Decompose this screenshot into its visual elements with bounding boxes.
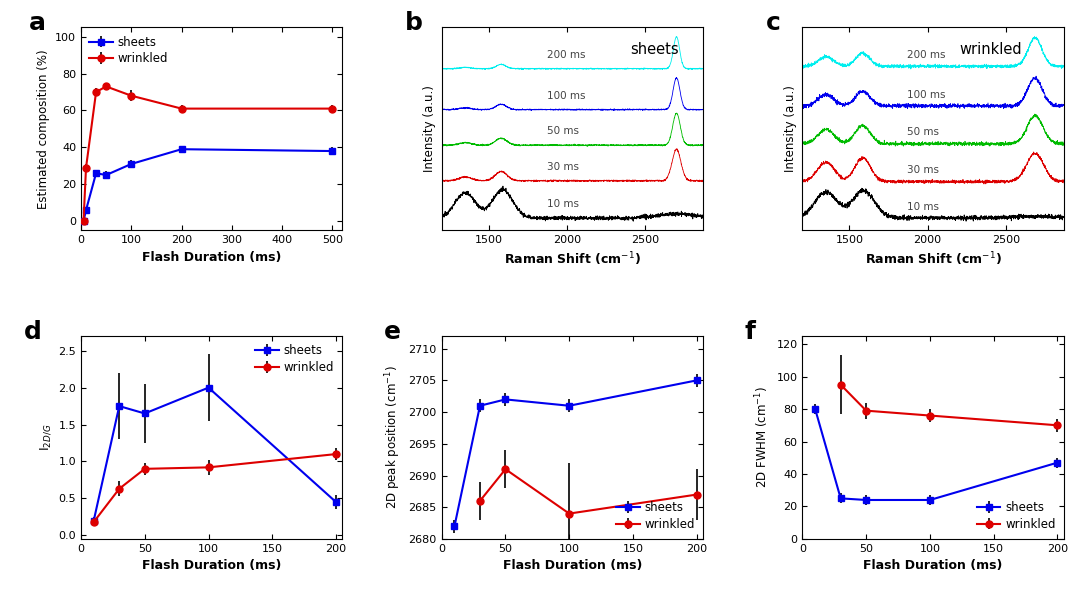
Legend: sheets, wrinkled: sheets, wrinkled [613,499,698,533]
Text: 30 ms: 30 ms [546,162,579,172]
Text: 30 ms: 30 ms [907,166,940,175]
Text: e: e [384,320,401,343]
Text: 10 ms: 10 ms [546,200,579,209]
Text: 50 ms: 50 ms [907,127,940,138]
Text: d: d [24,320,41,343]
Text: 50 ms: 50 ms [546,127,579,136]
Text: 200 ms: 200 ms [546,50,585,60]
Text: a: a [29,11,45,35]
Text: 200 ms: 200 ms [907,50,946,60]
Text: b: b [405,11,423,35]
Text: 100 ms: 100 ms [546,91,585,101]
Text: f: f [745,320,756,343]
Legend: sheets, wrinkled: sheets, wrinkled [974,499,1058,533]
Text: 10 ms: 10 ms [907,202,940,212]
Y-axis label: 2D FWHM (cm$^{-1}$): 2D FWHM (cm$^{-1}$) [753,387,771,488]
Text: sheets: sheets [630,41,678,57]
X-axis label: Flash Duration (ms): Flash Duration (ms) [863,560,1003,572]
X-axis label: Flash Duration (ms): Flash Duration (ms) [141,560,282,572]
Text: c: c [766,11,781,35]
X-axis label: Raman Shift (cm$^{-1}$): Raman Shift (cm$^{-1}$) [504,251,640,269]
Y-axis label: Intensity (a.u.): Intensity (a.u.) [423,85,436,172]
Text: wrinkled: wrinkled [959,41,1022,57]
Y-axis label: I$_{2D/G}$: I$_{2D/G}$ [38,424,53,451]
Y-axis label: Intensity (a.u.): Intensity (a.u.) [784,85,797,172]
X-axis label: Flash Duration (ms): Flash Duration (ms) [502,560,643,572]
X-axis label: Raman Shift (cm$^{-1}$): Raman Shift (cm$^{-1}$) [865,251,1001,269]
Text: 100 ms: 100 ms [907,90,946,100]
Y-axis label: 2D peak position (cm$^{-1}$): 2D peak position (cm$^{-1}$) [383,365,403,509]
Y-axis label: Estimated composition (%): Estimated composition (%) [37,49,50,209]
Legend: sheets, wrinkled: sheets, wrinkled [253,342,337,376]
Legend: sheets, wrinkled: sheets, wrinkled [86,33,171,68]
X-axis label: Flash Duration (ms): Flash Duration (ms) [141,251,282,264]
